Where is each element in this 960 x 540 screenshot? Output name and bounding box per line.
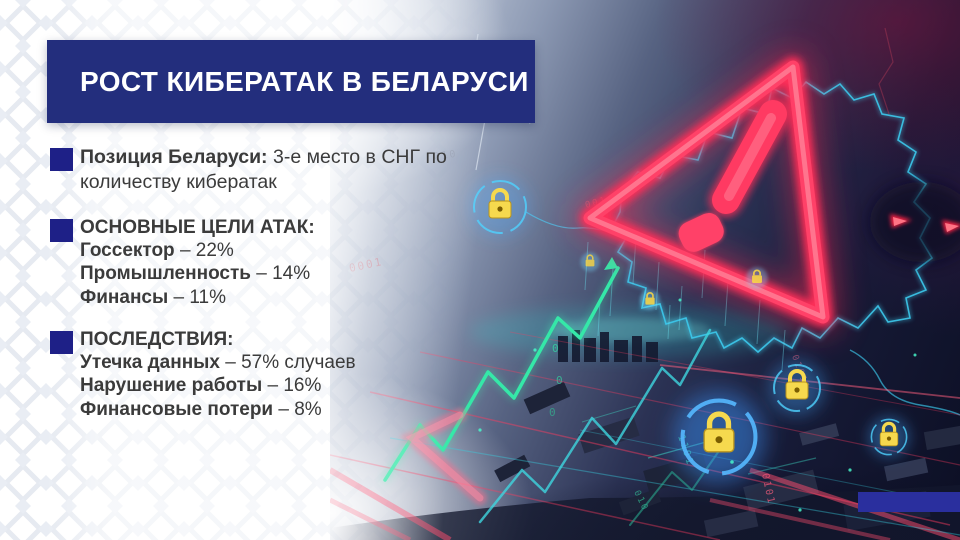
stat-label: Госсектор [80, 240, 175, 262]
exclamation-icon [678, 97, 790, 252]
padlock-icon [639, 289, 661, 311]
svg-text:0: 0 [549, 406, 558, 419]
stat-line: Финансовые потери – 8% [80, 398, 455, 421]
section-position: Позиция Беларуси: 3-е место в СНГ по кол… [50, 145, 455, 195]
ground-silhouette [330, 485, 960, 540]
stat-label: Финансы [80, 286, 169, 308]
padlock-icon [769, 360, 825, 416]
sparkle-dots [478, 298, 942, 512]
svg-text:0: 0 [556, 374, 565, 387]
growth-arrow-icon [399, 408, 487, 505]
padlock-icon [580, 252, 600, 272]
stat-line: Промышленность – 14% [80, 262, 455, 285]
stat-value: – 22% [179, 240, 234, 262]
footer-accent-bar [858, 492, 960, 512]
stat-value: – 57% случаев [225, 352, 356, 374]
stat-value: – 8% [278, 398, 322, 420]
stat-value: – 16% [267, 375, 322, 397]
padlock-icon [470, 177, 530, 237]
section-heading: ПОСЛЕДСТВИЯ: [80, 329, 234, 350]
bullet-square-icon [50, 331, 73, 354]
light-streaks [330, 331, 960, 540]
section-lead: Позиция Беларуси: [80, 146, 268, 168]
stat-line: Нарушение работы – 16% [80, 374, 455, 397]
demon-face [870, 182, 960, 262]
section-targets: ОСНОВНЫЕ ЦЕЛИ АТАК: Госсектор – 22% Пром… [50, 216, 455, 309]
section-heading: ОСНОВНЫЕ ЦЕЛИ АТАК: [80, 217, 315, 238]
stat-value: – 14% [256, 263, 311, 285]
padlock-icon [746, 267, 768, 289]
stat-label: Промышленность [80, 263, 251, 285]
stat-label: Утечка данных [80, 352, 220, 374]
title-banner: РОСТ КИБЕРАТАК В БЕЛАРУСИ [47, 40, 535, 123]
padlock-icon [868, 416, 910, 458]
section-body: 3-е место в СНГ по количеству кибератак [80, 146, 447, 193]
svg-text:0: 0 [552, 342, 561, 355]
warning-triangle-icon [574, 51, 839, 333]
svg-text:010: 010 [433, 149, 458, 163]
section-consequences: ПОСЛЕДСТВИЯ: Утечка данных – 57% случаев… [50, 328, 455, 421]
bullet-square-icon [50, 219, 73, 242]
stat-label: Нарушение работы [80, 375, 263, 397]
bullet-square-icon [50, 148, 73, 171]
city-silhouette [558, 330, 658, 362]
stat-label: Финансовые потери [80, 398, 274, 420]
padlock-icon [673, 391, 765, 483]
section-text: Позиция Беларуси: 3-е место в СНГ по кол… [80, 145, 458, 195]
stat-line: Госсектор – 22% [80, 239, 455, 262]
stat-value: – 11% [173, 286, 226, 308]
stat-line: Финансы – 11% [80, 286, 455, 309]
page-title: РОСТ КИБЕРАТАК В БЕЛАРУСИ [80, 65, 529, 97]
stat-line: Утечка данных – 57% случаев [80, 351, 455, 374]
